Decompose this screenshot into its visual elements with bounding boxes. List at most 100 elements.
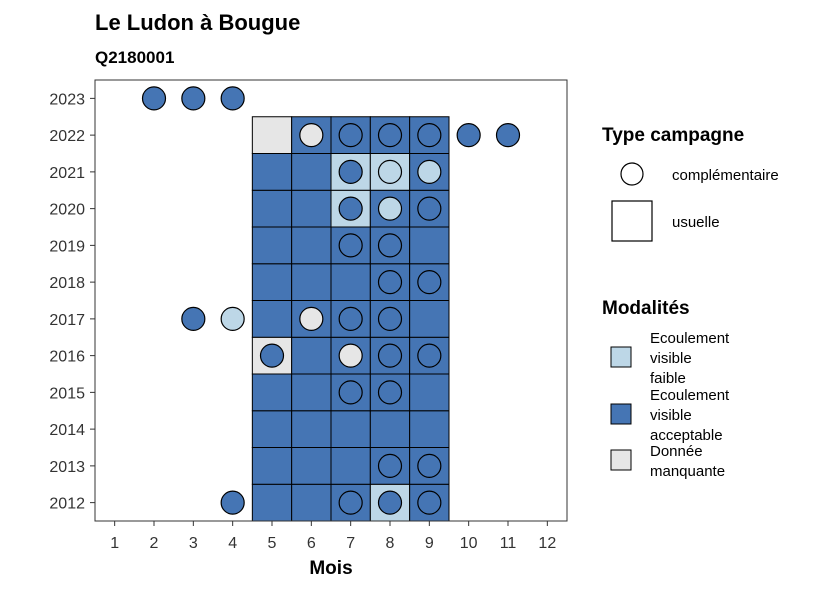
- point-4-2012: [220, 490, 245, 515]
- point-5-2016: [259, 343, 285, 368]
- cell-5-2022: [251, 116, 293, 154]
- point-9-2018: [417, 270, 442, 295]
- cell-6-2016: [291, 336, 332, 375]
- x-tick-label-12: 12: [538, 535, 556, 552]
- legend-circle-icon: [620, 162, 644, 186]
- point-8-2020: [377, 196, 403, 221]
- cell-9-2014: [409, 410, 450, 448]
- point-7-2012: [338, 490, 363, 515]
- x-axis: 1 2 3 4 5 6 7 8 9 10 11 12: [110, 521, 556, 552]
- y-tick-label-2019: 2019: [49, 238, 85, 255]
- point-9-2016: [417, 343, 442, 368]
- point-9-2012: [417, 490, 442, 515]
- point-2-2023: [141, 86, 167, 111]
- point-8-2016: [377, 343, 403, 368]
- point-9-2022: [417, 123, 442, 148]
- cell-5-2021: [251, 153, 293, 191]
- legend-key-manquante: [610, 449, 632, 471]
- x-axis-title: Mois: [309, 558, 352, 579]
- point-3-2017: [181, 306, 206, 331]
- x-tick-label-9: 9: [425, 535, 434, 552]
- y-tick-label-2018: 2018: [49, 275, 85, 292]
- x-tick-label-4: 4: [228, 535, 237, 552]
- cell-9-2015: [409, 373, 450, 412]
- x-tick-label-7: 7: [346, 535, 355, 552]
- cell-7-2013: [330, 447, 371, 485]
- point-8-2018: [377, 270, 403, 295]
- cell-6-2013: [291, 447, 332, 485]
- legend-label-acceptable-1: Ecoulement: [650, 387, 730, 404]
- legend-label-faible-3: faible: [650, 370, 686, 387]
- legend-label-faible-1: Ecoulement: [650, 330, 730, 347]
- point-8-2015: [377, 380, 403, 405]
- point-7-2021: [338, 159, 363, 184]
- y-axis: 2012 2013 2014 2015 2016 2017 2018 2019 2020 2021…: [49, 91, 95, 513]
- legend-type-title: Type campagne: [602, 125, 744, 146]
- x-tick-label-2: 2: [150, 535, 159, 552]
- cell-9-2016: [409, 336, 450, 375]
- legend-label-manquante-2: manquante: [650, 463, 725, 480]
- point-9-2021: [417, 159, 442, 184]
- point-7-2022: [338, 123, 363, 148]
- x-tick-label-6: 6: [307, 535, 316, 552]
- point-8-2013: [377, 453, 403, 478]
- point-7-2020: [338, 196, 363, 221]
- cell-9-2017: [409, 300, 450, 338]
- cell-5-2013: [251, 447, 293, 485]
- cell-5-2020: [251, 189, 293, 228]
- y-tick-label-2020: 2020: [49, 202, 85, 219]
- legend-label-acceptable-3: acceptable: [650, 427, 723, 444]
- point-7-2019: [338, 233, 363, 258]
- x-tick-label-5: 5: [268, 535, 277, 552]
- cell-5-2015: [251, 373, 293, 412]
- legend-key-acceptable: [610, 403, 632, 425]
- cell-6-2012: [291, 483, 332, 522]
- point-6-2022: [299, 123, 324, 148]
- point-3-2023: [181, 86, 206, 111]
- point-9-2013: [417, 453, 442, 478]
- point-7-2015: [338, 380, 363, 405]
- legend-square-icon: [611, 200, 653, 242]
- point-10-2022: [456, 123, 481, 148]
- y-tick-label-2015: 2015: [49, 385, 85, 402]
- point-6-2017: [299, 306, 324, 331]
- cell-5-2018: [251, 263, 293, 301]
- chart-subtitle: Q2180001: [95, 48, 174, 67]
- x-tick-label-10: 10: [460, 535, 478, 552]
- legend-type-label-complementaire: complémentaire: [672, 167, 779, 184]
- point-8-2012: [377, 490, 403, 515]
- legend-type-label-usuelle: usuelle: [672, 214, 720, 231]
- x-tick-label-11: 11: [500, 535, 517, 552]
- y-tick-label-2021: 2021: [49, 165, 85, 182]
- legend-label-faible-2: visible: [650, 350, 692, 367]
- y-tick-label-2016: 2016: [49, 349, 85, 366]
- cell-5-2019: [251, 226, 293, 265]
- point-7-2016: [338, 343, 363, 368]
- cells-layer: [251, 116, 450, 522]
- panel-border: [94, 79, 568, 522]
- cell-6-2018: [291, 263, 332, 301]
- cell-6-2015: [291, 373, 332, 412]
- point-8-2022: [377, 123, 403, 148]
- point-4-2023: [220, 86, 245, 111]
- chart-title: Le Ludon à Bougue: [95, 10, 300, 35]
- x-tick-label-1: 1: [110, 535, 119, 552]
- cell-6-2019: [291, 226, 332, 265]
- point-8-2021: [377, 159, 403, 184]
- cell-8-2014: [369, 410, 411, 448]
- y-tick-label-2022: 2022: [49, 128, 85, 145]
- point-9-2020: [417, 196, 442, 221]
- legend-key-faible: [610, 346, 632, 368]
- point-8-2019: [377, 233, 403, 258]
- cell-5-2017: [251, 300, 293, 338]
- legend-modalites-title: Modalités: [602, 298, 690, 319]
- legend-label-manquante-1: Donnée: [650, 443, 703, 460]
- points-layer: [141, 86, 521, 515]
- y-tick-label-2023: 2023: [49, 91, 85, 108]
- x-tick-label-8: 8: [386, 535, 395, 552]
- y-tick-label-2013: 2013: [49, 459, 85, 476]
- cell-5-2014: [251, 410, 293, 448]
- cell-9-2019: [409, 226, 450, 265]
- point-4-2017: [220, 306, 245, 331]
